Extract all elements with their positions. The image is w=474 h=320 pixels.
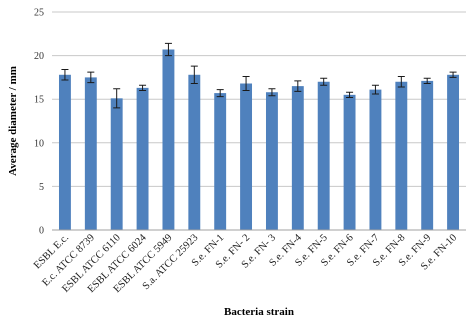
error-bar: [294, 80, 302, 92]
y-axis-title: Average diameter / mm: [7, 66, 19, 176]
bars: [58, 49, 460, 231]
y-tick-label: 0: [39, 226, 44, 237]
bar: [58, 74, 71, 230]
error-bar: [268, 88, 276, 97]
error-bars: [61, 42, 457, 109]
bar: [84, 77, 97, 231]
bar: [265, 92, 278, 230]
x-axis-title: Bacteria strain: [224, 306, 294, 318]
bar: [421, 80, 434, 230]
bar: [240, 83, 253, 230]
bar: [136, 87, 149, 230]
bar: [343, 94, 356, 230]
bar: [291, 86, 304, 231]
y-tick-label: 20: [34, 51, 44, 62]
bar: [110, 98, 123, 230]
bar: [447, 74, 460, 230]
error-bar: [216, 89, 224, 98]
bar: [188, 74, 201, 230]
error-bar: [397, 76, 405, 88]
y-tick-label: 25: [34, 8, 44, 19]
error-bar: [190, 65, 198, 85]
error-bar: [113, 88, 121, 109]
error-bar: [346, 91, 354, 98]
error-bar: [320, 77, 328, 86]
error-bar: [139, 84, 147, 91]
bar: [214, 93, 227, 230]
error-bar: [242, 76, 250, 91]
error-bar: [164, 42, 172, 57]
bar: [162, 49, 175, 230]
y-tick-label: 15: [34, 95, 44, 106]
error-bar: [61, 69, 69, 81]
error-bar: [87, 71, 95, 84]
bar: [395, 81, 408, 230]
error-bar: [423, 77, 431, 85]
y-tick-label: 5: [39, 182, 44, 193]
y-axis-ticks: 0 5 10 15 20 25: [34, 8, 44, 237]
y-tick-label: 10: [34, 138, 44, 149]
bar: [317, 81, 330, 230]
bar: [369, 89, 382, 230]
error-bar: [371, 84, 379, 95]
error-bar: [449, 71, 457, 78]
